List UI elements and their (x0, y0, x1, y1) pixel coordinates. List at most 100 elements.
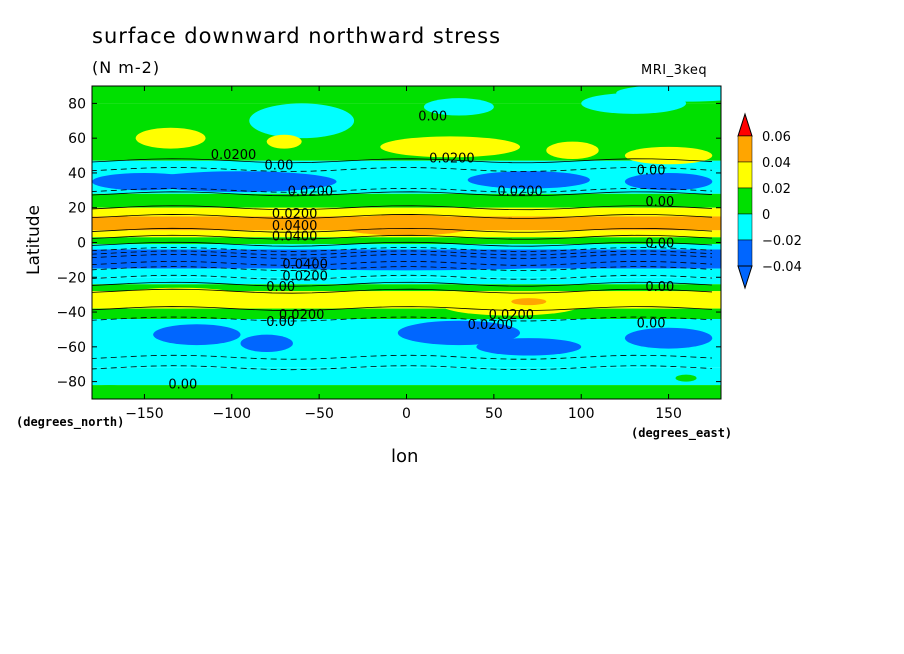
field-blob (92, 343, 197, 358)
contour-label: 0.00 (418, 110, 447, 125)
colorbar-label: 0.06 (762, 130, 791, 145)
contour-line (92, 205, 713, 211)
field-blob (467, 171, 590, 189)
contour-label: 0.00 (645, 280, 674, 295)
colorbar-segment (737, 135, 753, 163)
field-band (92, 277, 721, 285)
field-blob (266, 134, 302, 149)
contour-line (92, 365, 713, 371)
contour-label: 0.0200 (211, 148, 257, 163)
y-axis-units: (degrees_north) (16, 415, 125, 429)
contour-label: 0.0200 (468, 318, 514, 333)
contour-line (92, 274, 713, 280)
field-blob (144, 171, 337, 193)
contour-label: 0.00 (645, 237, 674, 252)
colorbar-bottom-arrow (737, 265, 753, 290)
y-tick-label: −80 (56, 375, 86, 391)
field-band (92, 284, 721, 292)
y-tick-label: −40 (56, 305, 86, 321)
contour-label: 0.0400 (272, 219, 318, 234)
chart-title: surface downward northward stress (92, 24, 502, 48)
field-blob (380, 136, 521, 158)
contour-label: 0.0200 (288, 184, 334, 199)
contour-line (92, 250, 713, 256)
colorbar-label: −0.02 (762, 234, 802, 249)
field-blob (546, 141, 599, 160)
field-band (92, 268, 721, 278)
x-tick-label: 100 (568, 406, 595, 422)
colorbar-segment (737, 213, 753, 241)
contour-label: 0.00 (168, 377, 197, 392)
contour-label: 0.00 (637, 163, 666, 178)
contour-line (92, 266, 713, 271)
x-tick-label: −150 (125, 406, 163, 422)
x-tick-label: −100 (213, 406, 251, 422)
contour-line (92, 306, 713, 311)
field-blob (423, 98, 494, 116)
model-label: MRI_3keq (641, 63, 708, 78)
colorbar: 0.06 0.04 0.02 0 −0.02 −0.04 (737, 112, 802, 290)
field-band (92, 367, 721, 386)
y-tick-label: 20 (68, 201, 86, 217)
field-band (92, 244, 721, 250)
field-band (92, 193, 721, 208)
x-tick-label: −50 (304, 406, 334, 422)
contour-line (92, 214, 713, 219)
contour-line (92, 247, 713, 252)
contour-label: 0.0200 (429, 151, 475, 166)
field-blob (624, 172, 713, 191)
field-band (92, 237, 721, 245)
x-tick-label: 0 (402, 406, 411, 422)
contour-line (92, 254, 713, 259)
colorbar-label: 0.04 (762, 156, 791, 171)
field-blob (109, 287, 250, 309)
contour-line (92, 260, 713, 266)
y-tick-label: 80 (68, 96, 86, 112)
x-axis-units: (degrees_east) (631, 426, 733, 440)
contour-line (92, 281, 713, 287)
contour-label: 0.0200 (279, 308, 325, 323)
x-axis-label: lon (391, 446, 419, 467)
field-blob (511, 298, 547, 306)
contour-label: 0.0200 (497, 184, 543, 199)
contour-line (92, 241, 713, 247)
contour-line (92, 227, 713, 233)
field-blob (249, 103, 355, 139)
colorbar-top-arrow (737, 112, 753, 137)
field-blob (616, 294, 721, 309)
contour-label: 0.0200 (282, 270, 328, 285)
field-blob (336, 214, 477, 236)
contour-line (92, 187, 713, 193)
contour-line (92, 234, 713, 240)
field-blob (92, 172, 197, 191)
contour-line (92, 167, 713, 172)
contour-line (92, 288, 713, 294)
field-blob (135, 127, 206, 149)
contour-line (92, 191, 713, 197)
axes: −150 −100 −50 0 50 100 150 −80 −60 −40 −20 0 20 40 60 8… (56, 86, 721, 422)
y-tick-label: 0 (77, 236, 86, 252)
field-blob (624, 327, 713, 349)
contour-label: 0.0400 (272, 230, 318, 245)
colorbar-label: −0.04 (762, 260, 802, 275)
chart-units: (N m-2) (92, 58, 161, 77)
field-blob (397, 320, 521, 346)
y-tick-label: 60 (68, 131, 86, 147)
contour-line (92, 316, 713, 322)
field-blob (624, 146, 713, 165)
x-tick-label: 50 (485, 406, 503, 422)
contour-label: 0.00 (264, 158, 293, 173)
field-band (92, 160, 721, 170)
colorbar-segment (737, 239, 753, 267)
field-band (92, 86, 721, 104)
field-blob (476, 338, 582, 356)
colorbar-segment (737, 161, 753, 189)
field-band (92, 207, 721, 217)
colorbar-segment (737, 187, 753, 215)
field-blob (240, 334, 293, 353)
contour-label: 0.0200 (489, 308, 535, 323)
field-blob (196, 249, 617, 271)
field-blob (616, 86, 721, 102)
